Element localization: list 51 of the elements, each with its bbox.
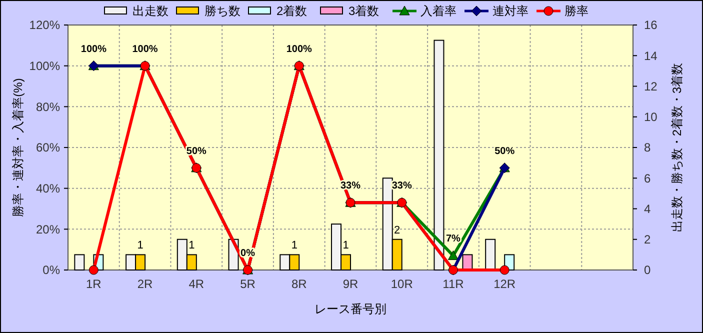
legend-label: 勝率 [564,4,588,18]
y2-tick-label: 16 [644,18,658,32]
data-label: 1 [342,240,349,252]
y-tick-label: 120% [29,18,60,32]
x-tick-label: 5R [240,277,256,291]
data-label: 100% [132,44,158,55]
legend-label: 3着数 [348,4,380,18]
point [500,265,510,275]
x-tick-label: 10R [390,277,414,291]
y2-tick-label: 14 [644,48,658,63]
y-tick-label: 80% [36,100,60,114]
x-tick-label: 1R [86,277,102,291]
y2-tick-label: 6 [644,171,651,186]
x-tick-label: 9R [342,277,358,291]
bar [74,254,85,270]
data-label: 50% [494,146,515,157]
bar [434,40,444,270]
point [448,250,458,260]
y2-tick-label: 12 [644,79,658,94]
y2-tick-label: 2 [644,232,651,247]
data-label: 1 [137,240,144,252]
data-label: 100% [286,44,312,55]
x-tick-label: 4R [188,277,204,291]
legend-label: 勝ち数 [204,4,240,18]
point [88,265,98,275]
bar [485,238,496,270]
data-label: 1 [188,240,195,252]
legend-label: 入着率 [420,4,456,18]
legend-label: 連対率 [492,4,528,18]
x-tick-label: 8R [291,277,308,291]
y-tick-label: 20% [36,222,60,236]
y2-tick-label: 4 [644,202,651,216]
x-tick-label: 11R [442,277,464,291]
y2-tick-label: 0 [644,263,651,278]
y-tick-label: 0% [42,263,60,278]
x-tick-label: 2R [137,277,154,291]
x-axis-title: レース番号別 [314,302,386,316]
y-tick-label: 60% [36,140,60,155]
y-axis-title: 勝率・連対率・入着率(%) [11,78,25,217]
data-label: 100% [80,44,107,55]
x-tick-label: 12R [494,277,516,291]
y-tick-label: 40% [36,182,60,196]
data-label: 7% [446,234,461,245]
y-tick-label: 100% [29,59,60,74]
legend-label: 2着数 [276,4,308,18]
y2-axis-title: 出走数・勝ち数・2着数・3着数 [670,62,684,232]
y2-tick-label: 10 [644,110,658,124]
data-label: 2 [394,224,400,236]
legend-label: 出走数 [132,4,168,18]
y2-tick-label: 8 [644,140,651,155]
data-label: 1 [291,240,298,252]
